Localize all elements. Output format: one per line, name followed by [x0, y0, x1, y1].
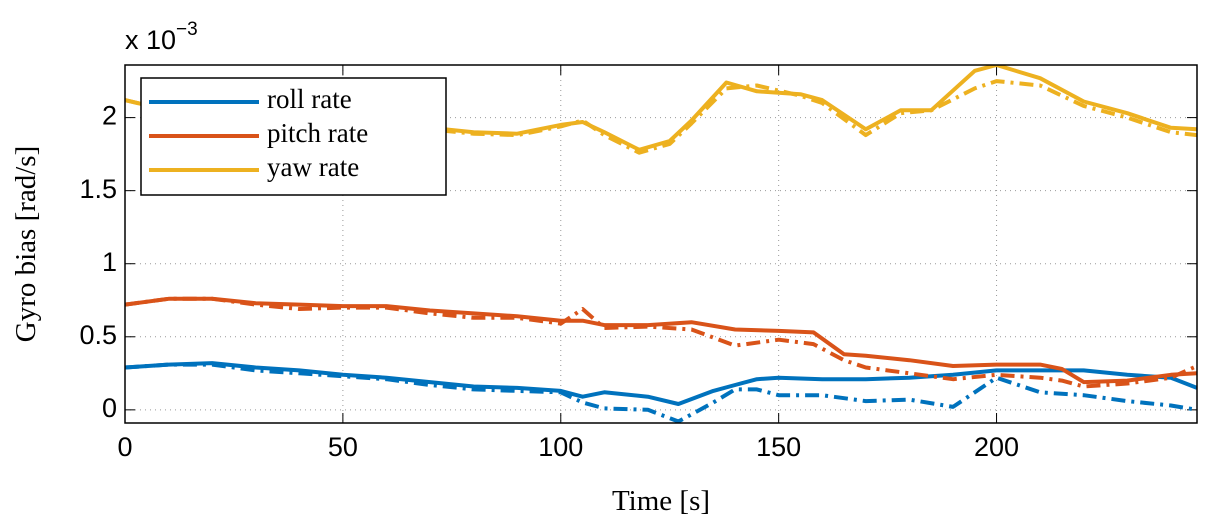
x-tick-label: 200 [974, 432, 1019, 462]
x-tick-label: 150 [756, 432, 801, 462]
x-tick-label: 50 [328, 432, 358, 462]
y-tick-label: 1.5 [79, 174, 117, 204]
y-axis-label: Gyro bias [rad/s] [10, 146, 42, 343]
y-tick-label: 1 [102, 247, 117, 277]
axis-multiplier: x 10−3 [125, 19, 198, 55]
y-tick-label: 0.5 [79, 320, 117, 350]
data-line [125, 362, 1197, 423]
legend-label: pitch rate [267, 118, 368, 148]
data-line [125, 296, 1197, 385]
y-tick-label: 2 [102, 101, 117, 131]
legend-label: roll rate [267, 84, 352, 114]
data-line [125, 296, 1197, 389]
multiplier-base: x 10 [125, 25, 176, 55]
x-tick-label: 0 [117, 432, 132, 462]
multiplier-exponent: −3 [176, 19, 198, 40]
y-tick-label: 0 [102, 393, 117, 423]
legend-label: yaw rate [267, 152, 359, 182]
plot-frame [124, 64, 1198, 424]
x-axis-label: Time [s] [612, 485, 710, 517]
x-tick-label: 100 [538, 432, 583, 462]
